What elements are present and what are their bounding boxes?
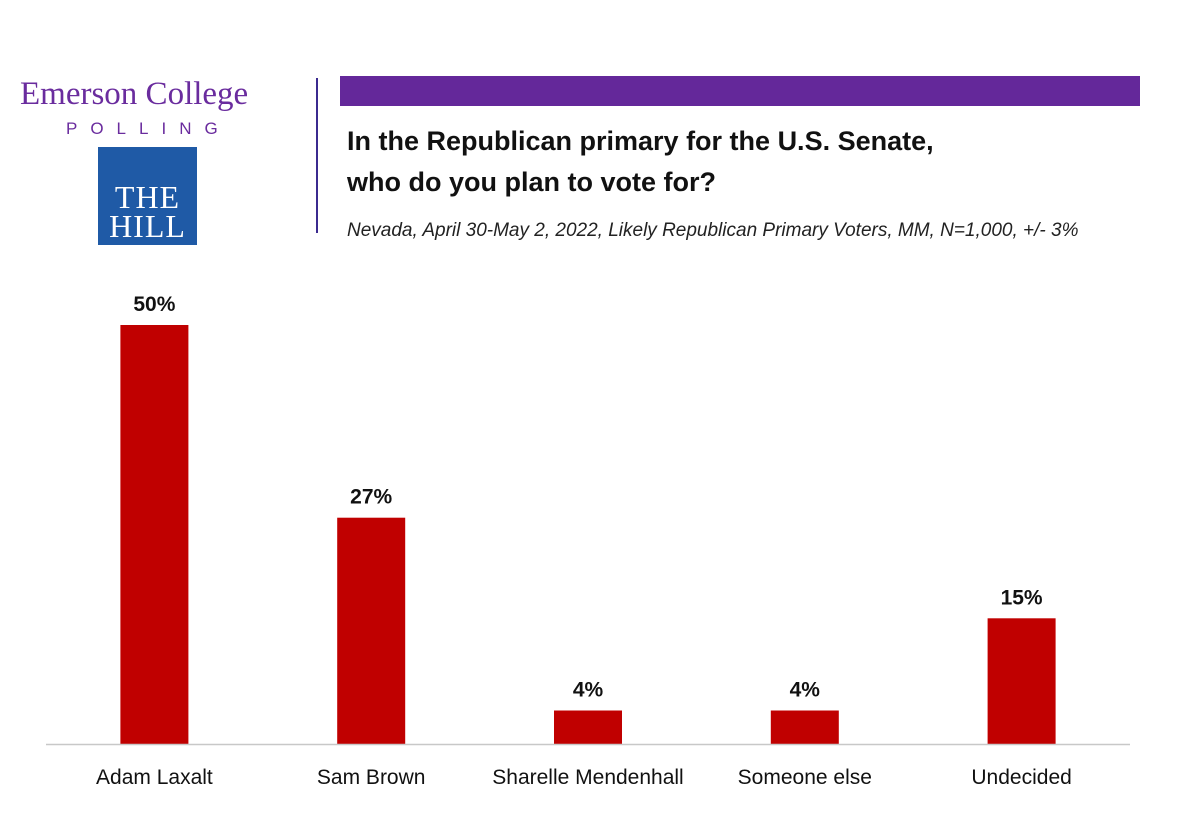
header-accent-bar xyxy=(340,76,1140,106)
data-label: 4% xyxy=(790,679,821,702)
chart-title-line1: In the Republican primary for the U.S. S… xyxy=(347,126,934,156)
bar-undecided xyxy=(987,618,1056,744)
x-tick-label: Sam Brown xyxy=(317,766,426,789)
bar-adam-laxalt xyxy=(120,325,189,744)
header-divider xyxy=(316,78,318,233)
x-tick-label: Adam Laxalt xyxy=(96,766,213,789)
the-hill-logo: THE HILL xyxy=(98,147,197,245)
chart-title-line2: who do you plan to vote for? xyxy=(347,167,716,197)
x-tick-label: Undecided xyxy=(971,766,1071,789)
data-label: 4% xyxy=(573,679,604,702)
data-label: 50% xyxy=(133,293,175,316)
bar-sharelle-mendenhall xyxy=(554,710,622,744)
data-label: 27% xyxy=(350,486,392,509)
the-hill-logo-line2: HILL xyxy=(109,208,186,244)
bar-someone-else xyxy=(770,710,839,744)
emerson-college-logo: Emerson College xyxy=(20,76,249,112)
the-hill-logo-line1: THE xyxy=(114,179,181,215)
x-tick-label: Sharelle Mendenhall xyxy=(492,766,683,789)
bar-sam-brown xyxy=(337,517,406,744)
emerson-polling-wordmark: POLLING xyxy=(66,119,231,138)
data-label: 15% xyxy=(1001,586,1043,609)
chart-subtitle: Nevada, April 30-May 2, 2022, Likely Rep… xyxy=(347,220,1079,241)
x-tick-label: Someone else xyxy=(738,766,872,789)
chart-title: In the Republican primary for the U.S. S… xyxy=(347,121,1147,203)
